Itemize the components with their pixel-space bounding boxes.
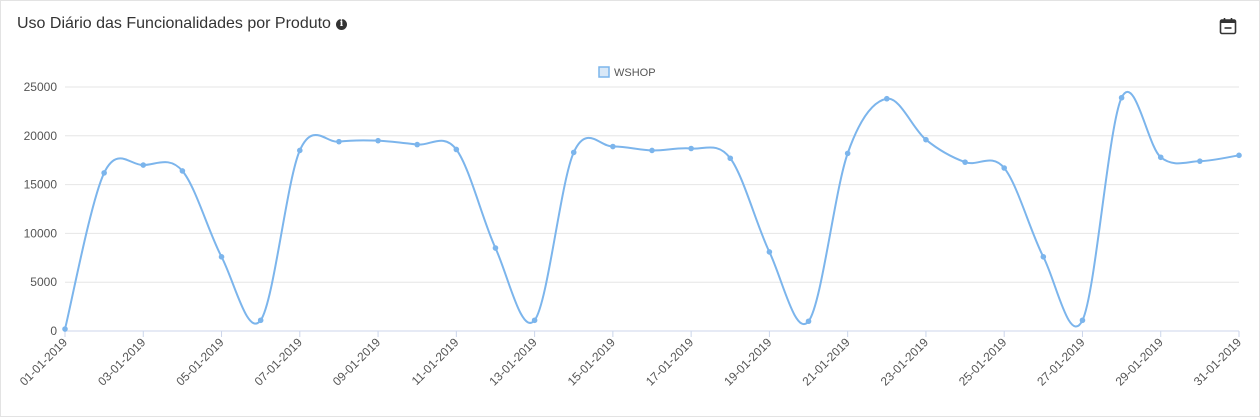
x-tick-label: 01-01-2019 — [17, 335, 71, 389]
data-point[interactable] — [257, 317, 264, 324]
data-point[interactable] — [727, 155, 734, 162]
data-point[interactable] — [453, 146, 460, 153]
legend-label[interactable]: WSHOP — [614, 67, 656, 79]
x-axis: 01-01-2019 03-01-2019 05-01-2019 07-01-2019… — [17, 330, 1245, 389]
info-icon[interactable]: i — [335, 18, 347, 30]
data-point[interactable] — [1118, 94, 1125, 101]
data-point[interactable] — [923, 136, 929, 143]
data-point[interactable] — [1001, 165, 1007, 171]
data-point[interactable] — [570, 149, 577, 156]
data-point[interactable] — [805, 318, 812, 325]
x-tick-label: 15-01-2019 — [565, 335, 619, 389]
x-tick-label: 17-01-2019 — [643, 335, 697, 389]
chart-title: Uso Diário das Funcionalidades por Produ… — [17, 15, 331, 32]
x-tick-label: 25-01-2019 — [956, 335, 1010, 389]
x-tick-label: 27-01-2019 — [1034, 335, 1088, 389]
data-point[interactable] — [962, 159, 968, 165]
data-point[interactable] — [1157, 154, 1164, 161]
data-point[interactable] — [297, 147, 303, 154]
data-point[interactable] — [375, 137, 381, 144]
x-tick-label: 07-01-2019 — [252, 335, 306, 389]
data-point[interactable] — [62, 326, 68, 332]
y-tick-label: 0 — [50, 324, 57, 338]
data-point[interactable] — [884, 95, 890, 102]
y-tick-label: 15000 — [24, 178, 58, 192]
x-tick-label: 11-01-2019 — [409, 335, 462, 388]
data-point[interactable] — [1197, 158, 1203, 164]
data-point[interactable] — [766, 249, 773, 255]
data-point[interactable] — [688, 145, 694, 152]
calendar-icon — [1219, 18, 1237, 35]
x-tick-label: 13-01-2019 — [486, 335, 540, 389]
legend-swatch[interactable] — [598, 66, 610, 78]
x-tick-label: 21-01-2019 — [799, 335, 853, 389]
data-point[interactable] — [179, 168, 186, 174]
y-tick-label: 5000 — [30, 275, 57, 289]
data-point[interactable] — [140, 162, 147, 168]
series-layer — [62, 90, 1242, 332]
data-point[interactable] — [336, 138, 342, 145]
y-tick-label: 10000 — [24, 226, 58, 240]
y-tick-label: 20000 — [24, 129, 58, 143]
x-tick-label: 09-01-2019 — [330, 335, 384, 389]
data-point[interactable] — [610, 143, 616, 150]
data-point[interactable] — [101, 170, 107, 176]
chart-title-row: Uso Diário das Funcionalidades por Produ… — [17, 15, 347, 33]
series-line-wshop — [64, 90, 1240, 330]
x-tick-label: 05-01-2019 — [173, 335, 227, 389]
x-tick-label: 03-01-2019 — [95, 335, 149, 389]
y-axis: 0 5000 10000 15000 20000 25000 — [24, 80, 58, 338]
x-tick-label: 19-01-2019 — [721, 335, 775, 389]
data-point[interactable] — [844, 150, 851, 157]
grid-lines — [65, 86, 1239, 283]
data-point[interactable] — [649, 147, 655, 154]
x-tick-label: 29-01-2019 — [1113, 335, 1167, 389]
x-tick-label: 31-01-2019 — [1191, 335, 1245, 389]
x-tick-label: 23-01-2019 — [878, 335, 932, 389]
data-point[interactable] — [1040, 254, 1047, 260]
y-tick-label: 25000 — [24, 80, 58, 94]
data-point[interactable] — [414, 141, 421, 148]
legend: WSHOP — [598, 66, 656, 79]
data-point[interactable] — [218, 254, 225, 260]
data-point[interactable] — [1079, 317, 1086, 324]
data-point[interactable] — [492, 245, 499, 251]
data-point[interactable] — [1236, 152, 1242, 159]
calendar-button[interactable] — [1218, 16, 1238, 36]
data-point[interactable] — [531, 317, 538, 324]
